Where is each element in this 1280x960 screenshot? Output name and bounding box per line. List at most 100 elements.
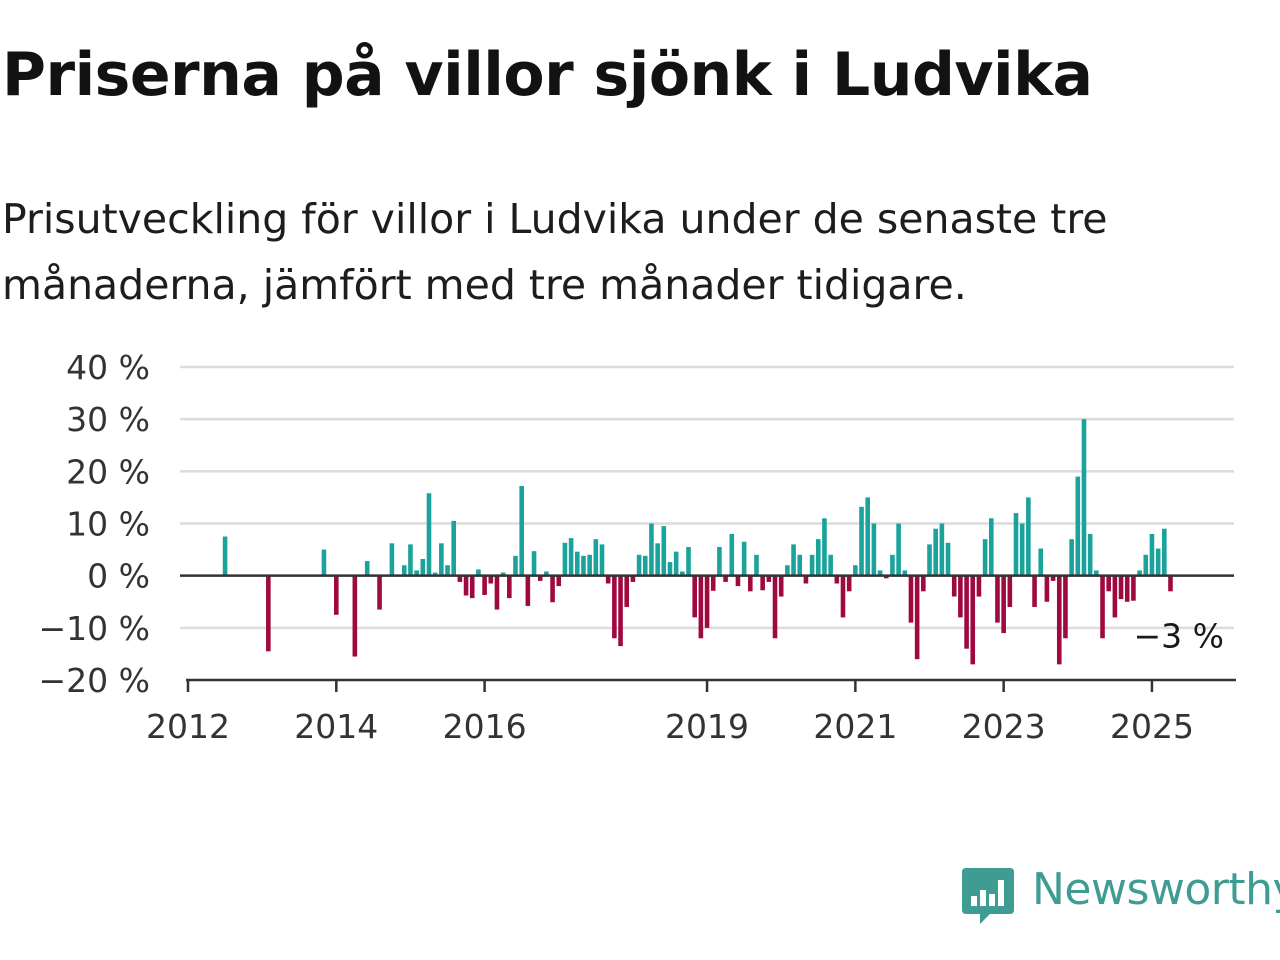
bar (871, 523, 877, 576)
x-tick-label: 2025 (1110, 707, 1194, 746)
bar (982, 539, 988, 576)
bars (222, 419, 1173, 665)
bar (525, 575, 531, 606)
bar (1032, 575, 1037, 607)
bar (772, 575, 778, 639)
bar (1019, 523, 1025, 576)
x-axis-tick-labels: 2012 2014 2016 2019 2021 2023 2025 (146, 707, 1194, 746)
bar (988, 518, 994, 576)
bar (945, 542, 951, 576)
bar (581, 555, 586, 576)
bar (710, 575, 716, 591)
bar (537, 575, 543, 581)
bar (1013, 513, 1019, 576)
bar (723, 575, 728, 582)
bar (1069, 539, 1074, 576)
bar (908, 575, 914, 623)
bar (1075, 476, 1081, 576)
bar (883, 575, 889, 579)
bar (1124, 575, 1130, 602)
y-tick-label: 10 % (66, 505, 150, 544)
bar (809, 554, 815, 576)
bar (902, 570, 908, 576)
bar (741, 541, 747, 576)
bar (414, 570, 419, 576)
bar (976, 575, 982, 597)
y-tick-label: 30 % (66, 400, 150, 439)
bar (673, 551, 679, 576)
chart-subtitle: Prisutveckling för villor i Ludvika unde… (2, 195, 1108, 309)
bar (1007, 575, 1013, 607)
bar (513, 555, 518, 576)
axes (180, 574, 1236, 692)
x-tick-label: 2019 (665, 707, 749, 746)
bar (748, 575, 753, 592)
bar (680, 571, 685, 576)
bar (420, 558, 426, 576)
bar (364, 561, 370, 576)
bar (1162, 528, 1167, 576)
bar (642, 555, 648, 576)
bar (655, 543, 660, 576)
y-tick-label: 40 % (66, 348, 150, 387)
bar (401, 565, 407, 576)
bar (612, 575, 617, 639)
bar (890, 554, 895, 576)
bar (735, 575, 741, 587)
bar (451, 520, 456, 576)
bar (896, 523, 901, 576)
bar-chart: 40 %30 %20 %10 %0 %−10 %−20 % 2012 2014 20… (39, 348, 1236, 746)
bar (939, 523, 945, 576)
bar (1149, 533, 1155, 576)
bar (630, 575, 636, 582)
bar (352, 575, 358, 657)
bar (1143, 554, 1149, 576)
bar (1026, 497, 1031, 576)
bar (698, 575, 704, 639)
x-tick-label: 2016 (443, 707, 527, 746)
bar (661, 526, 667, 576)
bar (531, 551, 537, 576)
bar (1112, 575, 1118, 618)
bar (494, 575, 500, 610)
bar (432, 572, 438, 576)
bar (859, 506, 864, 576)
bar (1155, 548, 1161, 576)
bar (914, 575, 920, 660)
bar (1050, 575, 1056, 581)
bar (1100, 575, 1105, 639)
bar (933, 528, 938, 576)
bar (445, 565, 450, 576)
bar (785, 565, 790, 576)
bar (1168, 575, 1173, 592)
bar (618, 575, 623, 647)
bar (1137, 570, 1142, 576)
bar (840, 575, 846, 618)
bar (408, 544, 413, 576)
bar (222, 536, 228, 576)
bar (605, 575, 611, 584)
bar (488, 575, 494, 584)
y-tick-label: −10 % (39, 609, 151, 648)
bar (797, 554, 803, 576)
y-tick-label: 0 % (87, 557, 150, 596)
bar (1118, 575, 1124, 600)
bar (556, 575, 562, 587)
bar (791, 544, 796, 576)
bar (562, 542, 568, 576)
x-tick-label: 2023 (962, 707, 1046, 746)
bar (544, 571, 549, 576)
bar (927, 544, 932, 576)
bar (649, 523, 654, 576)
bar (717, 546, 722, 576)
bar (803, 575, 809, 584)
bar (636, 554, 642, 576)
bar (599, 544, 605, 576)
bar (469, 575, 475, 599)
bar (389, 543, 395, 576)
y-tick-label: 20 % (66, 452, 150, 491)
bar (1087, 533, 1093, 576)
bar (921, 575, 926, 592)
bar (587, 554, 592, 576)
bar (377, 575, 382, 610)
